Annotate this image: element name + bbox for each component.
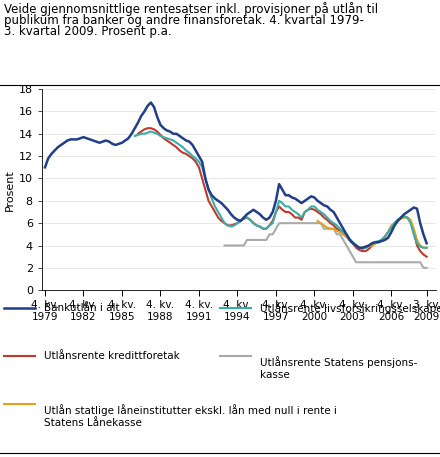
Text: Veide gjennomsnittlige rentesatser inkl. provisjoner på utlån til: Veide gjennomsnittlige rentesatser inkl.… (4, 2, 378, 16)
Y-axis label: Prosent: Prosent (4, 169, 15, 211)
Text: Utlån statlige låneinstitutter ekskl. lån med null i rente i
Statens Lånekasse: Utlån statlige låneinstitutter ekskl. lå… (44, 404, 337, 428)
Text: Bankutlån i alt: Bankutlån i alt (44, 303, 120, 314)
Text: 3. kvartal 2009. Prosent p.a.: 3. kvartal 2009. Prosent p.a. (4, 25, 172, 38)
Text: Utlånsrente livsforsikringsselskaper: Utlånsrente livsforsikringsselskaper (260, 303, 440, 314)
Text: Utlånsrente Statens pensjons-
kasse: Utlånsrente Statens pensjons- kasse (260, 356, 417, 380)
Text: Utlånsrente kredittforetak: Utlånsrente kredittforetak (44, 351, 180, 361)
Text: publikum fra banker og andre finansforetak. 4. kvartal 1979-: publikum fra banker og andre finansforet… (4, 14, 364, 27)
